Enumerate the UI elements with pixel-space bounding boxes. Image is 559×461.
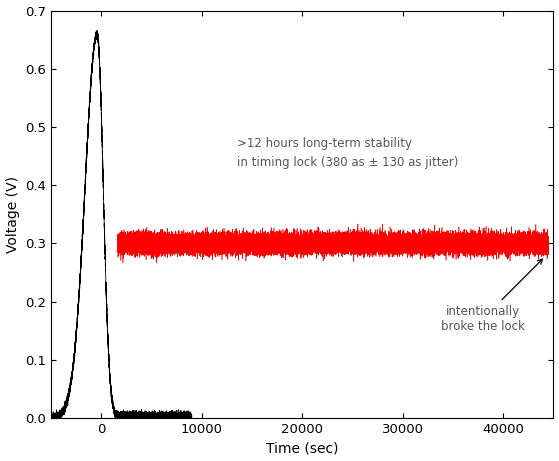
Text: intentionally
broke the lock: intentionally broke the lock [441, 259, 542, 332]
Text: >12 hours long-term stability
in timing lock (380 as ± 130 as jitter): >12 hours long-term stability in timing … [237, 137, 458, 169]
Y-axis label: Voltage (V): Voltage (V) [6, 176, 20, 253]
X-axis label: Time (sec): Time (sec) [266, 442, 338, 455]
